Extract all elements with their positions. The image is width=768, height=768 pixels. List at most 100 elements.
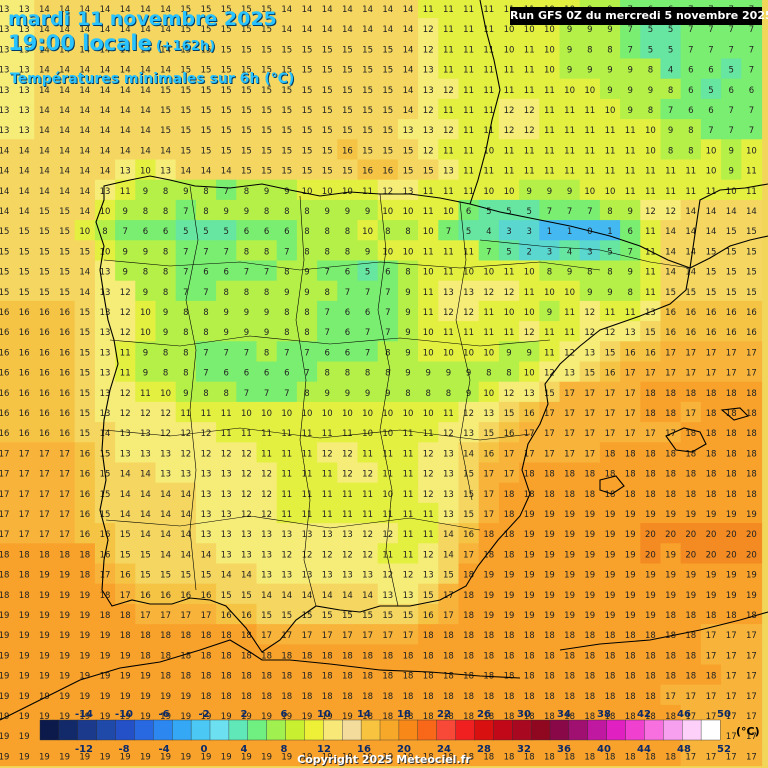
field-cell xyxy=(195,0,217,19)
field-cell xyxy=(175,18,197,39)
legend-swatch xyxy=(342,719,362,741)
field-cell xyxy=(418,159,439,181)
field-cell xyxy=(14,139,35,161)
field-cell xyxy=(14,119,35,140)
field-cell xyxy=(296,119,318,140)
field-cell xyxy=(74,38,96,60)
field-cell xyxy=(498,98,520,120)
field-cell xyxy=(377,199,399,221)
field-cell xyxy=(115,78,136,100)
field-cell xyxy=(14,240,35,262)
field-cell xyxy=(640,159,662,181)
field-cell xyxy=(175,119,197,140)
field-cell xyxy=(155,199,177,221)
field-cell xyxy=(0,98,15,120)
field-cell xyxy=(680,199,702,221)
field-cell xyxy=(135,179,157,201)
field-cell xyxy=(155,220,177,241)
field-cell xyxy=(317,18,338,39)
field-cell xyxy=(519,179,540,201)
field-cell xyxy=(135,98,157,120)
field-cell xyxy=(14,159,35,181)
field-cell xyxy=(579,159,601,181)
field-cell xyxy=(175,139,197,161)
field-cell xyxy=(438,78,460,100)
field-cell xyxy=(14,58,35,80)
field-cell xyxy=(296,0,318,19)
field-cell xyxy=(377,139,399,161)
field-cell xyxy=(418,18,439,39)
field-cell xyxy=(256,38,278,60)
field-cell xyxy=(317,139,338,161)
field-cell xyxy=(236,199,258,221)
field-cell xyxy=(14,0,35,19)
field-cell xyxy=(195,179,217,201)
field-cell xyxy=(438,179,460,201)
field-cell xyxy=(195,159,217,181)
field-cell xyxy=(700,98,722,120)
field-cell xyxy=(236,78,258,100)
field-cell xyxy=(34,240,56,262)
field-cell xyxy=(256,58,278,80)
field-cell xyxy=(741,98,763,120)
field-cell xyxy=(741,220,763,241)
field-cell xyxy=(579,38,601,60)
field-cell xyxy=(559,159,581,181)
field-cell xyxy=(34,98,56,120)
field-cell xyxy=(54,58,76,80)
field-cell xyxy=(397,119,419,140)
field-cell xyxy=(458,78,480,100)
field-cell xyxy=(115,0,136,19)
field-cell xyxy=(599,159,621,181)
field-cell xyxy=(216,0,237,19)
field-cell xyxy=(498,179,520,201)
field-cell xyxy=(498,139,520,161)
field-cell xyxy=(175,199,197,221)
field-cell xyxy=(195,58,217,80)
field-cell xyxy=(155,159,177,181)
field-cell xyxy=(357,159,379,181)
field-cell xyxy=(0,38,15,60)
field-cell xyxy=(317,38,338,60)
field-cell xyxy=(458,98,480,120)
field-cell xyxy=(54,159,76,181)
field-cell xyxy=(175,58,197,80)
legend-swatch xyxy=(512,719,532,741)
field-cell xyxy=(216,199,237,221)
legend-swatch xyxy=(587,719,608,741)
field-cell xyxy=(115,58,136,80)
field-cell xyxy=(478,119,500,140)
field-cell xyxy=(397,98,419,120)
field-cell xyxy=(620,58,641,80)
legend-swatch xyxy=(190,719,211,741)
field-cell xyxy=(397,159,419,181)
field-cell xyxy=(175,98,197,120)
field-cell xyxy=(539,220,561,241)
legend-label-top: 2 xyxy=(241,709,248,720)
field-cell xyxy=(155,38,177,60)
field-cell xyxy=(478,199,500,221)
field-cell xyxy=(377,0,399,19)
field-cell xyxy=(337,78,359,100)
field-cell xyxy=(418,139,439,161)
field-cell xyxy=(135,0,157,19)
legend-swatch xyxy=(115,719,135,741)
field-cell xyxy=(620,139,641,161)
legend-label-top: 42 xyxy=(637,709,651,720)
field-cell xyxy=(276,199,298,221)
field-cell xyxy=(418,98,439,120)
field-cell xyxy=(660,139,682,161)
field-cell xyxy=(256,220,278,241)
field-cell xyxy=(74,240,96,262)
field-cell xyxy=(317,58,338,80)
field-cell xyxy=(377,220,399,241)
field-cell xyxy=(135,18,157,39)
field-cell xyxy=(539,179,561,201)
field-cell xyxy=(438,119,460,140)
field-cell xyxy=(337,38,359,60)
field-cell xyxy=(74,119,96,140)
field-cell xyxy=(599,119,621,140)
field-cell xyxy=(337,159,359,181)
field-cell xyxy=(256,199,278,221)
